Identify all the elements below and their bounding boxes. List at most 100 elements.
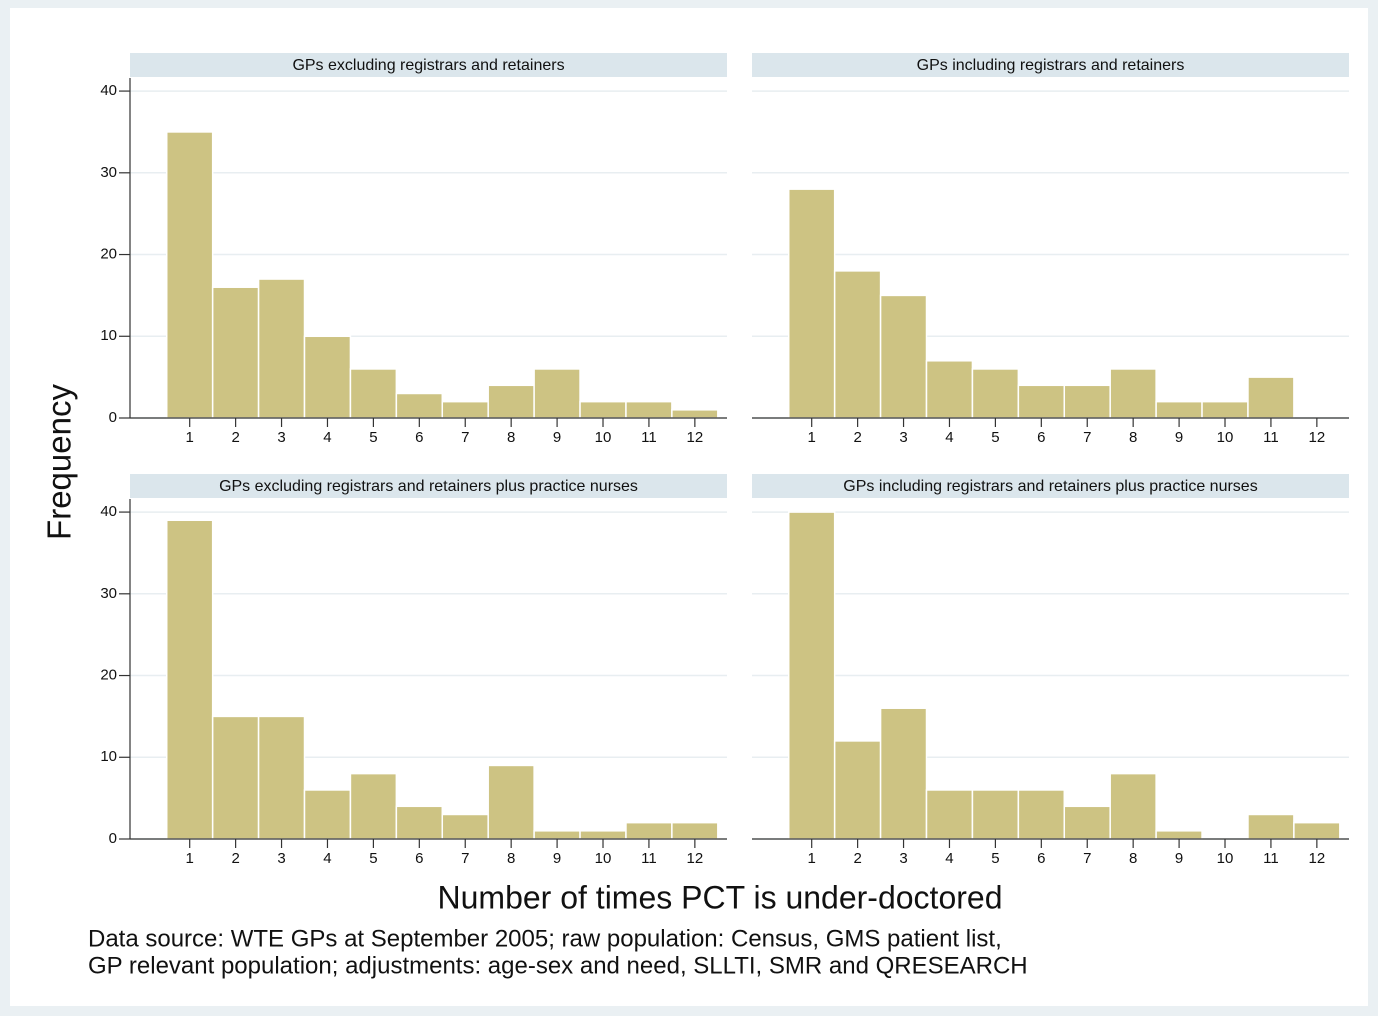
- x-tick-label: 4: [323, 850, 331, 867]
- x-tick-label: 8: [507, 850, 515, 867]
- bar: [1109, 772, 1157, 840]
- y-tick-label: 30: [100, 585, 117, 602]
- x-tick-label: 10: [1217, 429, 1234, 446]
- x-tick-label: 12: [1309, 429, 1326, 446]
- panel-title: GPs including registrars and retainers: [917, 57, 1185, 74]
- x-tick-label: 10: [595, 850, 612, 867]
- bar: [879, 707, 928, 840]
- bar: [303, 335, 352, 419]
- panel-strip: [130, 474, 727, 498]
- y-tick-label: 20: [100, 667, 117, 684]
- panel-strip: [752, 53, 1349, 77]
- bar: [487, 384, 535, 419]
- bar: [533, 830, 581, 840]
- note: Data source: WTE GPs at September 2005; …: [88, 925, 1002, 952]
- note: GP relevant population; adjustments: age…: [88, 952, 1028, 979]
- bar: [303, 789, 352, 840]
- x-tick-label: 3: [899, 429, 907, 446]
- x-tick-label: 1: [186, 850, 194, 867]
- x-tick-label: 9: [1175, 429, 1183, 446]
- x-tick-label: 5: [991, 429, 999, 446]
- bar: [1063, 384, 1111, 419]
- x-tick-label: 3: [277, 850, 285, 867]
- y-tick-label: 40: [100, 503, 117, 520]
- y-tick-label: 30: [100, 164, 117, 181]
- x-tick-label: 5: [369, 850, 377, 867]
- bar: [579, 400, 627, 419]
- bar: [1155, 400, 1203, 419]
- x-tick-label: 11: [641, 850, 657, 867]
- bar: [1247, 813, 1295, 840]
- x-tick-label: 4: [945, 429, 953, 446]
- bar: [349, 368, 398, 419]
- bar: [395, 392, 444, 419]
- y-tick-label: 0: [109, 409, 117, 426]
- bar: [1247, 376, 1295, 419]
- bar: [787, 188, 836, 419]
- x-tick-label: 7: [1083, 850, 1091, 867]
- x-tick-label: 5: [991, 850, 999, 867]
- x-tick-label: 7: [461, 429, 469, 446]
- x-axis-title: Number of times PCT is under-doctored: [438, 879, 1003, 915]
- bar: [1155, 830, 1203, 840]
- x-tick-label: 7: [1083, 429, 1091, 446]
- bar: [395, 805, 444, 840]
- bar: [441, 400, 489, 419]
- x-tick-label: 3: [277, 429, 285, 446]
- x-tick-label: 4: [945, 850, 953, 867]
- panel-title: GPs excluding registrars and retainers: [292, 57, 564, 74]
- bar: [579, 830, 627, 840]
- bar: [257, 278, 306, 419]
- bar: [1017, 384, 1066, 419]
- bar: [671, 821, 719, 840]
- panel-title: GPs excluding registrars and retainers p…: [219, 478, 638, 495]
- y-axis-title: Frequency: [41, 384, 78, 540]
- x-tick-label: 2: [853, 429, 861, 446]
- bar: [925, 789, 974, 840]
- bar: [1063, 805, 1111, 840]
- x-tick-label: 10: [595, 429, 612, 446]
- x-tick-label: 6: [1037, 429, 1045, 446]
- x-tick-label: 5: [369, 429, 377, 446]
- bar: [165, 131, 214, 419]
- bar: [1201, 400, 1249, 419]
- y-tick-label: 10: [100, 748, 117, 765]
- x-tick-label: 1: [808, 429, 816, 446]
- x-tick-label: 11: [1263, 429, 1279, 446]
- panel-title: GPs including registrars and retainers p…: [843, 478, 1257, 495]
- y-tick-label: 0: [109, 830, 117, 847]
- x-tick-label: 11: [1263, 850, 1279, 867]
- bar: [879, 294, 928, 419]
- bar: [487, 764, 535, 840]
- bar: [441, 813, 489, 840]
- x-tick-label: 12: [1309, 850, 1326, 867]
- x-tick-label: 9: [553, 850, 561, 867]
- x-tick-label: 6: [415, 850, 423, 867]
- bar: [1109, 368, 1157, 419]
- bar: [787, 511, 836, 840]
- x-tick-label: 1: [808, 850, 816, 867]
- bar: [971, 368, 1020, 419]
- bar: [533, 368, 581, 419]
- x-tick-label: 6: [1037, 850, 1045, 867]
- x-tick-label: 6: [415, 429, 423, 446]
- y-tick-label: 40: [100, 82, 117, 99]
- x-tick-label: 8: [1129, 429, 1137, 446]
- bar: [165, 519, 214, 840]
- x-tick-label: 12: [687, 429, 704, 446]
- x-tick-label: 9: [553, 429, 561, 446]
- x-tick-label: 8: [507, 429, 515, 446]
- bar: [211, 715, 260, 840]
- x-tick-label: 10: [1217, 850, 1234, 867]
- panel-strip: [130, 53, 727, 77]
- bar: [211, 286, 260, 419]
- y-tick-label: 20: [100, 246, 117, 263]
- x-tick-label: 2: [231, 850, 239, 867]
- y-tick-label: 10: [100, 327, 117, 344]
- x-tick-label: 12: [687, 850, 704, 867]
- bar: [833, 270, 882, 419]
- x-tick-label: 8: [1129, 850, 1137, 867]
- bar: [671, 409, 719, 419]
- x-tick-label: 4: [323, 429, 331, 446]
